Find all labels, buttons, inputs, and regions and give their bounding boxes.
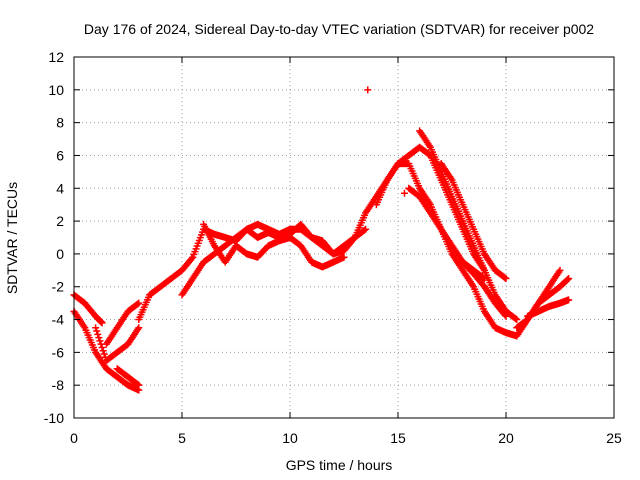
x-axis-label: GPS time / hours (286, 457, 393, 473)
data-point (93, 327, 101, 335)
data-points (70, 86, 573, 394)
grid (74, 57, 614, 418)
y-tick-label: 8 (56, 115, 64, 131)
series-trace-l (405, 184, 510, 320)
data-point (361, 226, 369, 234)
data-point (565, 296, 573, 304)
y-tick-label: -8 (52, 377, 65, 393)
y-tick-label: -6 (52, 344, 65, 360)
x-tick-label: 25 (606, 430, 622, 446)
data-point (135, 324, 143, 332)
series-trace-b (70, 291, 106, 327)
data-point (362, 225, 370, 233)
series-trace-g (178, 220, 370, 299)
data-point (556, 266, 564, 274)
series-trace-e (113, 365, 143, 389)
series-trace-k (416, 127, 521, 324)
data-point (135, 381, 143, 389)
series-trace-o (459, 258, 488, 283)
x-tick-label: 20 (498, 430, 514, 446)
data-point (135, 299, 143, 307)
x-tick-label: 10 (282, 430, 298, 446)
data-point (96, 337, 104, 345)
data-point (565, 275, 573, 283)
data-point (98, 343, 106, 351)
y-tick-label: 12 (48, 49, 64, 65)
data-point (99, 347, 107, 355)
series-trace-h (200, 220, 348, 271)
y-axis-label: SDTVAR / TECUs (4, 182, 20, 294)
data-point (134, 380, 142, 388)
data-point (188, 255, 196, 263)
data-point (94, 330, 102, 338)
series-trace-i (364, 86, 372, 94)
y-tick-label: 6 (56, 147, 64, 163)
chart-title: Day 176 of 2024, Sidereal Day-to-day VTE… (84, 21, 594, 37)
data-point (364, 86, 372, 94)
data-point (98, 319, 106, 327)
data-point (95, 334, 103, 342)
series-trace-f (135, 160, 573, 340)
y-tick-label: -10 (44, 410, 64, 426)
x-tick-label: 15 (390, 430, 406, 446)
data-point (480, 275, 488, 283)
y-tick-label: -4 (52, 312, 65, 328)
data-point (340, 253, 348, 261)
data-point (501, 274, 509, 282)
series-trace-q (524, 296, 573, 320)
y-tick-label: 0 (56, 246, 64, 262)
y-tick-label: 10 (48, 82, 64, 98)
series-trace-p (513, 266, 564, 332)
y-tick-label: 4 (56, 180, 64, 196)
data-point (479, 274, 487, 282)
data-point (134, 300, 142, 308)
axis-ticks (73, 56, 615, 419)
data-point (512, 315, 520, 323)
y-tick-label: -2 (52, 279, 65, 295)
data-point (501, 311, 509, 319)
plot-frame (73, 56, 615, 419)
data-point (502, 312, 510, 320)
y-tick-label: 2 (56, 213, 64, 229)
data-point (100, 350, 108, 358)
series-trace-d (102, 299, 143, 348)
data-point (513, 316, 521, 324)
series-trace-c (92, 324, 143, 365)
tick-labels: 0 5 10 15 20 25 -10 -8 -6 -4 -2 0 2 4 6 8 10 12 (44, 49, 622, 446)
series-trace-n (400, 189, 408, 197)
data-point (564, 275, 572, 283)
x-tick-label: 0 (70, 430, 78, 446)
data-point (502, 275, 510, 283)
x-tick-label: 5 (178, 430, 186, 446)
series-trace-m (437, 160, 510, 283)
data-point (400, 189, 408, 197)
data-point (92, 324, 100, 332)
